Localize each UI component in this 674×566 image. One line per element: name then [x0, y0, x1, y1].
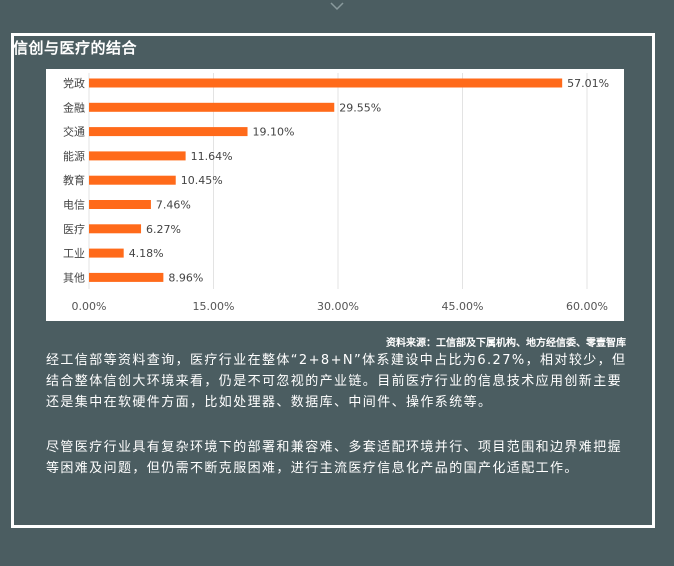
- bar: [89, 224, 142, 234]
- category-label: 医疗: [63, 222, 85, 236]
- bar: [89, 102, 335, 112]
- x-tick-label: 0.00%: [72, 300, 107, 313]
- x-tick-label: 30.00%: [317, 300, 359, 313]
- source-note: 资料来源：工信部及下属机构、地方经信委、零壹智库: [386, 338, 626, 349]
- bar: [89, 200, 151, 209]
- bar: [89, 272, 164, 282]
- category-label: 党政: [63, 76, 85, 90]
- value-label: 57.01%: [567, 77, 609, 90]
- bar: [89, 175, 176, 185]
- category-label: 电信: [63, 199, 85, 212]
- bar: [89, 78, 563, 88]
- content-frame: [11, 33, 655, 528]
- value-label: 7.46%: [156, 199, 191, 212]
- category-label: 交通: [63, 125, 85, 139]
- value-label: 6.27%: [146, 223, 181, 236]
- x-tick-label: 15.00%: [193, 300, 235, 313]
- category-label: 工业: [63, 247, 85, 260]
- chart-svg: 0.00% 15.00% 30.00% 45.00% 60.00% 党政 57.01% 金融 2…: [63, 73, 609, 313]
- value-label: 19.10%: [253, 126, 295, 139]
- x-tick-label: 60.00%: [566, 300, 608, 313]
- category-label: 教育: [63, 173, 85, 187]
- category-label: 金融: [63, 100, 85, 114]
- bar: [89, 151, 186, 161]
- x-tick-label: 45.00%: [442, 300, 484, 313]
- paragraph-1: 经工信部等资料查询，医疗行业在整体“2+8+N”体系建设中占比为6.27%，相对…: [46, 353, 627, 410]
- page-title: 信创与医疗的结合: [13, 39, 138, 57]
- value-label: 8.96%: [168, 271, 203, 284]
- bar: [89, 248, 124, 258]
- value-label: 29.55%: [339, 101, 381, 114]
- chevron-down-icon[interactable]: [329, 0, 345, 12]
- value-label: 10.45%: [181, 174, 223, 187]
- bar: [89, 127, 248, 137]
- category-label: 其他: [63, 271, 85, 284]
- value-label: 4.18%: [129, 247, 164, 260]
- paragraph-2: 尽管医疗行业具有复杂环境下的部署和兼容难、多套适配环境并行、项目范围和边界难把握…: [46, 440, 623, 476]
- category-label: 能源: [63, 149, 85, 163]
- value-label: 11.64%: [191, 150, 233, 163]
- bar-chart: 0.00% 15.00% 30.00% 45.00% 60.00% 党政 57.01% 金融 2…: [46, 69, 624, 321]
